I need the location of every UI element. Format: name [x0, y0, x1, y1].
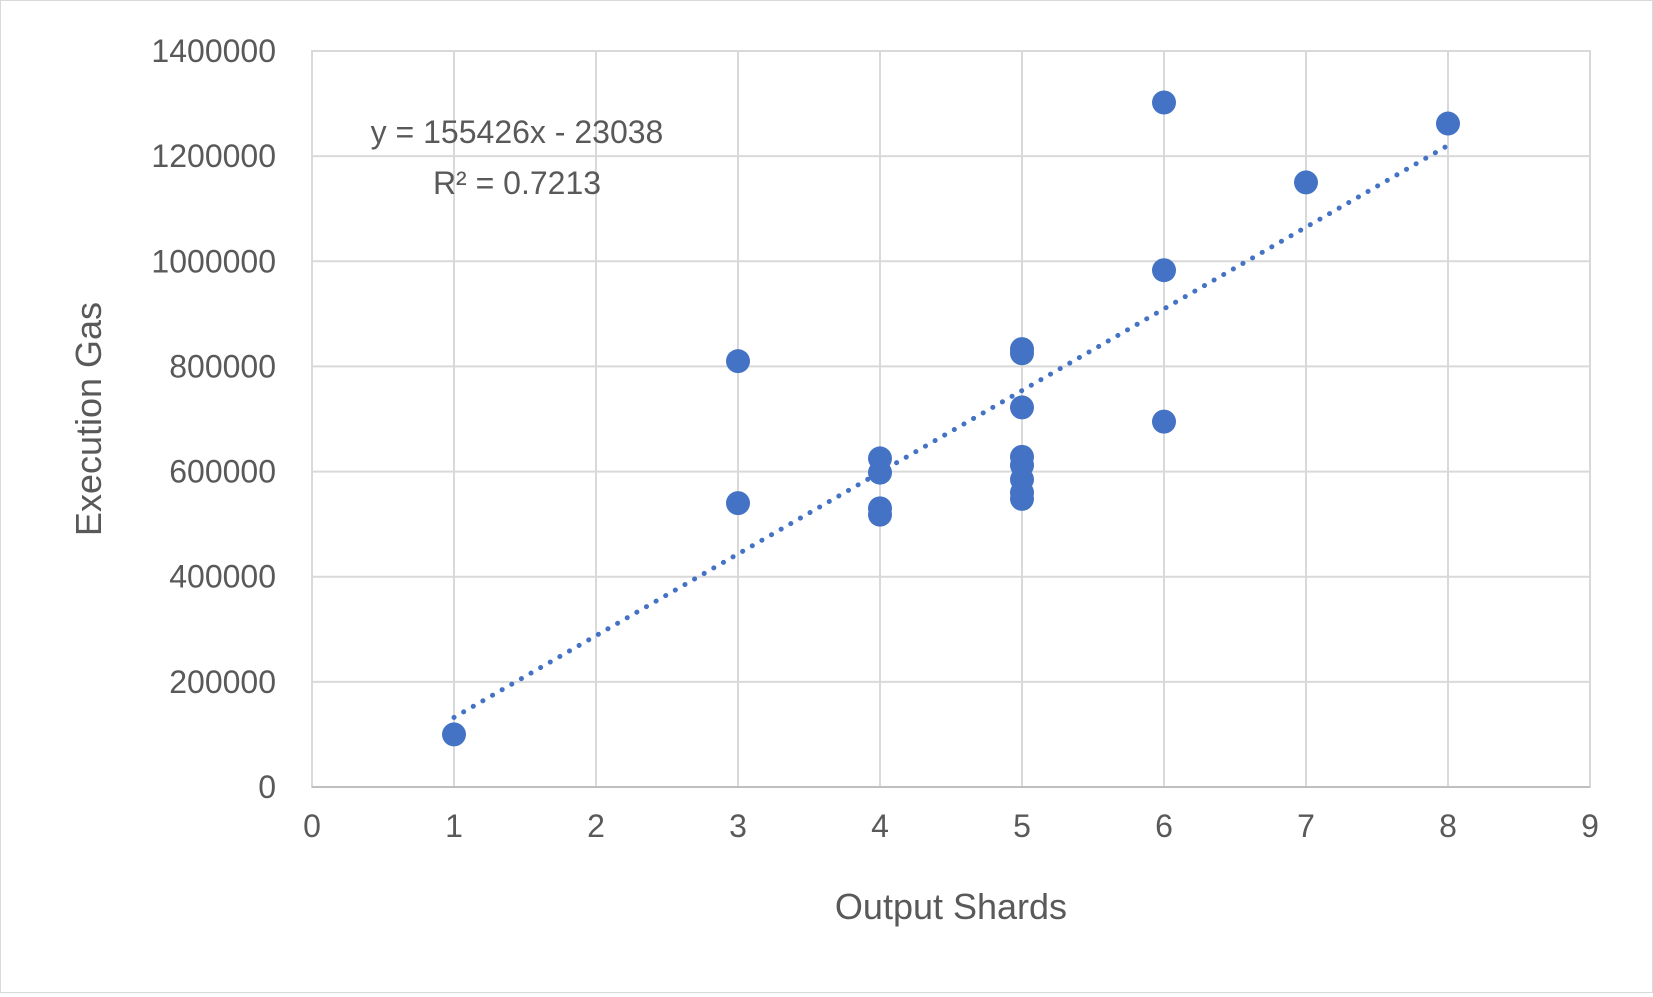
plot-border [311, 50, 1591, 788]
data-point [442, 722, 466, 747]
x-axis-title: Output Shards [835, 886, 1067, 927]
y-axis-title: Execution Gas [68, 302, 109, 536]
data-point [1010, 341, 1034, 366]
x-tick-label: 4 [871, 808, 889, 844]
trendline-equation: y = 155426x - 23038 [371, 114, 664, 150]
data-points [442, 90, 1460, 747]
x-tick-label: 9 [1581, 808, 1599, 844]
x-tick-label: 6 [1155, 808, 1173, 844]
y-tick-label: 0 [258, 769, 276, 805]
x-tick-label: 7 [1297, 808, 1315, 844]
y-tick-label: 1000000 [151, 243, 276, 279]
gridlines [311, 50, 1591, 788]
x-tick-label: 0 [303, 808, 321, 844]
x-tick-label: 5 [1013, 808, 1031, 844]
data-point [1010, 486, 1034, 511]
trendline-line [451, 142, 1451, 720]
x-tick-label: 2 [587, 808, 605, 844]
data-point [868, 502, 892, 527]
y-tick-label: 400000 [169, 559, 276, 595]
y-tick-label: 600000 [169, 454, 276, 490]
data-point [726, 491, 750, 516]
data-point [1152, 90, 1176, 115]
y-tick-label: 1200000 [151, 138, 276, 174]
x-tick-label: 8 [1439, 808, 1457, 844]
trendline-r-squared: R² = 0.7213 [433, 165, 601, 201]
y-tick-label: 1400000 [151, 33, 276, 69]
data-point [1436, 111, 1460, 136]
data-point [1152, 409, 1176, 434]
data-point [868, 460, 892, 485]
data-point [1294, 170, 1318, 195]
x-tick-label: 1 [445, 808, 463, 844]
x-tick-label: 3 [729, 808, 747, 844]
y-tick-label: 200000 [169, 664, 276, 700]
trendline [451, 142, 1451, 720]
data-point [726, 349, 750, 374]
y-tick-label: 800000 [169, 348, 276, 384]
data-point [1010, 395, 1034, 420]
plot-area-border [311, 50, 1591, 788]
tick-labels: 0 1 2 3 4 5 6 7 8 9 0 200000 400000 600000 800000 10000… [151, 33, 1598, 844]
data-point [1152, 258, 1176, 283]
